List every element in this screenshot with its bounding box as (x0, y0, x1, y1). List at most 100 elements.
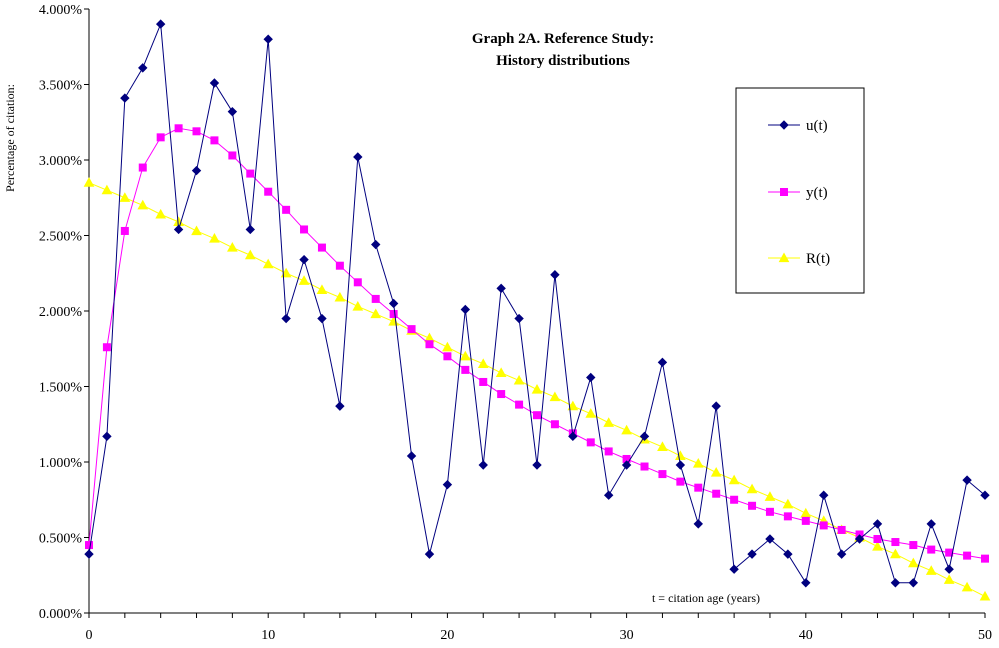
data-point-rt (692, 457, 704, 468)
data-point-yt (676, 477, 685, 486)
y-tick-label: 1.000% (39, 456, 83, 471)
data-point-yt (515, 400, 524, 409)
data-point-ut (872, 519, 883, 529)
x-tick-label: 10 (261, 628, 275, 643)
data-point-yt (353, 278, 362, 287)
legend-label: u(t) (806, 118, 828, 134)
legend-marker (778, 252, 790, 263)
data-point-rt (137, 199, 149, 210)
data-point-ut (550, 270, 560, 280)
data-point-yt (837, 525, 846, 534)
data-point-yt (425, 340, 434, 349)
data-point-ut (138, 63, 148, 73)
data-point-ut (120, 93, 130, 103)
data-point-ut (819, 490, 829, 500)
data-point-rt (262, 258, 274, 269)
y-tick-label: 0.000% (39, 607, 83, 622)
y-tick-label: 3.500% (39, 79, 83, 94)
data-point-rt (961, 581, 973, 592)
y-tick-label: 4.000% (39, 3, 83, 18)
data-point-ut (908, 578, 919, 588)
data-point-yt (783, 512, 792, 521)
data-point-rt (782, 498, 794, 509)
data-point-ut (317, 313, 327, 324)
data-point-yt (533, 411, 541, 420)
data-point-ut (639, 431, 650, 442)
data-point-ut (460, 304, 471, 315)
data-point-ut (299, 254, 309, 265)
data-point-rt (710, 467, 722, 477)
data-point-rt (244, 249, 256, 260)
data-point-yt (210, 136, 219, 145)
data-point-rt (334, 291, 346, 302)
data-point-rt (513, 374, 525, 385)
data-point-ut (586, 372, 596, 383)
data-point-rt (728, 474, 740, 485)
data-point-yt (479, 377, 488, 386)
data-point-yt (120, 226, 129, 235)
data-point-rt (388, 316, 399, 326)
legend-item-yt: y(t) (768, 185, 828, 201)
data-point-ut (442, 479, 453, 490)
data-point-ut (783, 549, 793, 559)
data-point-ut (621, 460, 632, 470)
data-point-rt (495, 367, 507, 378)
data-point-rt (800, 507, 812, 518)
data-point-rt (925, 565, 937, 575)
series-yt (85, 124, 989, 563)
legend-label: y(t) (806, 185, 828, 201)
y-tick-label: 1.500% (39, 381, 83, 396)
data-point-rt (191, 225, 202, 236)
data-point-yt (282, 205, 291, 214)
data-point-ut (227, 106, 238, 117)
data-point-rt (101, 184, 113, 195)
data-point-rt (370, 308, 382, 319)
data-point-rt (280, 267, 292, 278)
data-point-ut (729, 564, 739, 574)
data-point-yt (138, 163, 147, 172)
data-point-yt (264, 187, 273, 196)
y-tick-label: 3.000% (39, 154, 83, 169)
data-point-yt (550, 420, 559, 429)
data-point-rt (459, 350, 471, 361)
data-point-ut (191, 165, 202, 176)
data-point-rt (209, 232, 220, 243)
data-point-rt (979, 590, 991, 601)
data-point-yt (389, 310, 398, 319)
data-point-ut (926, 519, 936, 529)
data-point-yt (819, 521, 828, 530)
data-point-rt (442, 341, 453, 352)
data-point-ut (980, 490, 990, 500)
series-layer (83, 19, 991, 601)
data-point-ut (854, 534, 865, 544)
data-point-ut (693, 519, 703, 529)
legend-box (735, 87, 865, 294)
data-point-ut (245, 224, 255, 235)
data-point-yt (371, 294, 380, 303)
data-point-ut (836, 549, 847, 559)
data-point-ut (335, 401, 345, 411)
data-point-yt (748, 501, 757, 510)
data-point-yt (963, 551, 972, 560)
data-point-yt (497, 390, 506, 399)
data-point-yt (407, 325, 416, 334)
x-tick-label: 0 (86, 628, 93, 643)
data-point-yt (658, 470, 667, 479)
data-point-ut (353, 152, 363, 162)
data-point-ut (84, 549, 94, 559)
data-point-ut (155, 19, 166, 29)
data-point-yt (156, 133, 165, 142)
legend-marker (779, 120, 789, 130)
data-point-yt (228, 151, 237, 160)
data-point-rt (890, 548, 901, 559)
y-tick-label: 2.500% (39, 230, 83, 245)
data-point-yt (604, 447, 613, 456)
data-point-ut (801, 578, 811, 588)
series-ut (84, 19, 990, 588)
data-point-ut (478, 460, 488, 470)
data-point-rt (764, 491, 776, 501)
data-point-rt (477, 358, 489, 368)
data-point-ut (388, 298, 399, 309)
data-point-ut (173, 224, 184, 235)
